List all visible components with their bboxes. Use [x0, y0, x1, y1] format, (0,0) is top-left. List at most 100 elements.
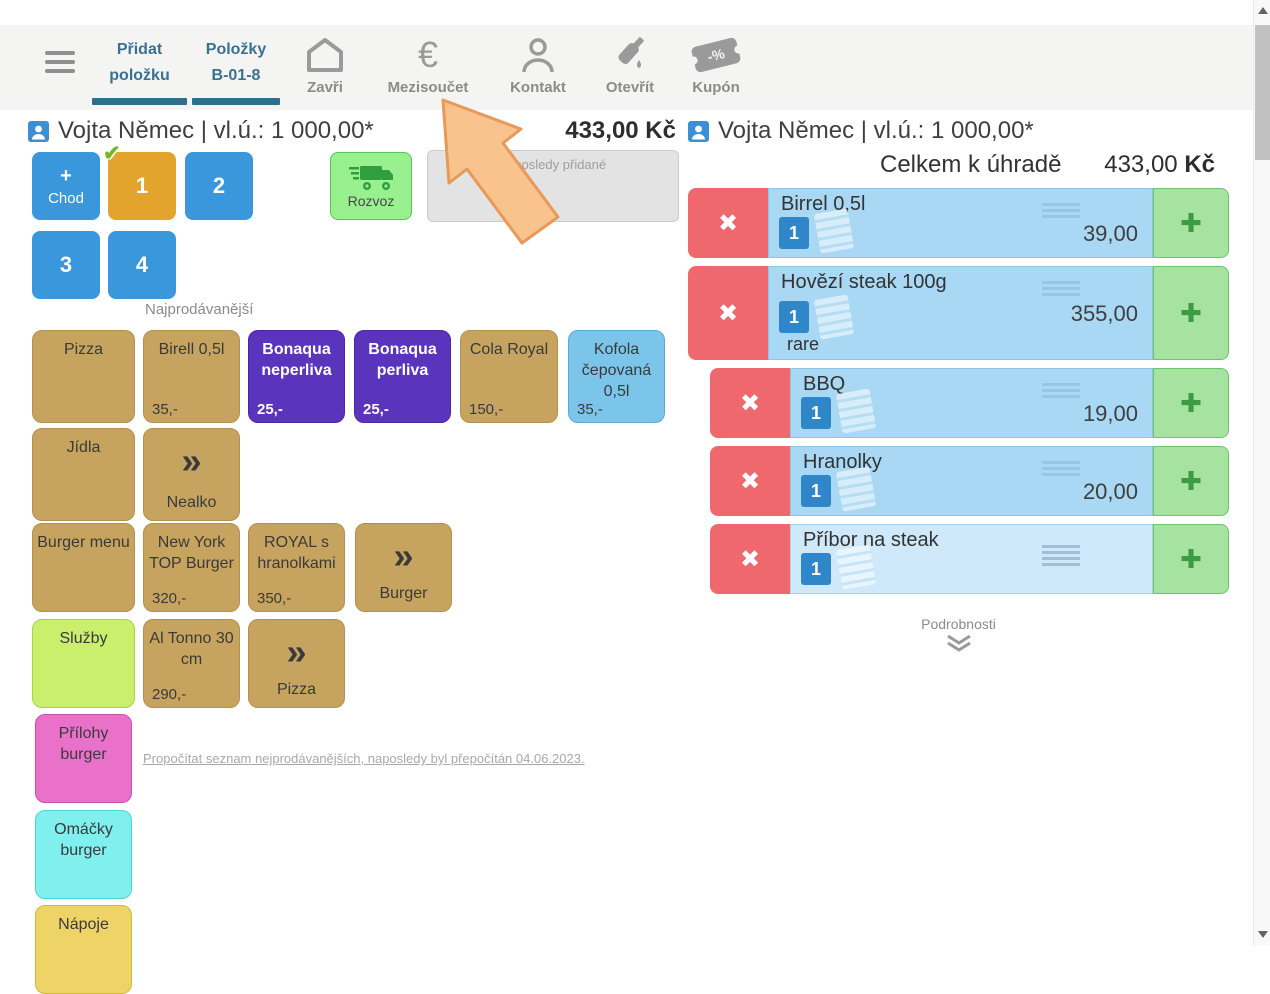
menu-button[interactable] [45, 51, 75, 75]
tab-underline [92, 98, 187, 105]
note-icon [835, 544, 877, 590]
coupon-icon: -% [668, 33, 764, 77]
bottle-icon [582, 33, 678, 77]
toolbar-button-zavri[interactable]: Zavři [277, 33, 373, 96]
category-tile-omacky-burger[interactable]: Omáčky burger [35, 810, 132, 899]
category-tile-pizza[interactable]: » Pizza [248, 619, 345, 708]
product-tile-new-york-top-burger[interactable]: New York TOP Burger 320,- [143, 523, 240, 612]
add-item-button[interactable]: ✚ [1153, 368, 1229, 438]
drag-handle[interactable] [1042, 383, 1080, 398]
recalculate-link[interactable]: Propočítat seznam nejprodávanějších, nap… [143, 751, 585, 766]
toolbar-button-otevrit[interactable]: Otevřít [582, 33, 678, 96]
customer-icon [688, 121, 709, 142]
order-item-row: ✖ BBQ 1 19,00 ✚ [710, 368, 1229, 438]
person-icon [490, 33, 586, 77]
add-item-button[interactable]: ✚ [1153, 188, 1229, 258]
recently-added-button[interactable]: naposledy přidané [427, 150, 679, 222]
add-course-button[interactable]: + Chod [32, 152, 100, 220]
product-tile-pizza[interactable]: Pizza [32, 330, 135, 423]
order-item-row: ✖ Hranolky 1 20,00 ✚ [710, 446, 1229, 516]
item-price: 20,00 [1082, 479, 1138, 504]
check-icon: ✔ [103, 142, 121, 165]
delete-item-button[interactable]: ✖ [688, 266, 768, 360]
close-icon: ✖ [717, 299, 739, 327]
product-tile-birell[interactable]: Birell 0,5l 35,- [143, 330, 240, 423]
close-icon: ✖ [739, 545, 761, 573]
order-item[interactable]: Hranolky 1 20,00 [790, 446, 1153, 516]
delete-item-button[interactable]: ✖ [688, 188, 768, 258]
toolbar-button-mezisoucet[interactable]: € Mezisoučet [380, 33, 476, 97]
drag-handle[interactable] [1042, 281, 1080, 296]
total-due-label: Celkem k úhradě [880, 151, 1062, 178]
note-icon [835, 388, 877, 434]
product-tile-royal-s-hranolkami[interactable]: ROYAL s hranolkami 350,- [248, 523, 345, 612]
quantity-badge: 1 [779, 301, 809, 333]
order-item[interactable]: Hovězí steak 100g 1 355,00 rare [768, 266, 1153, 360]
plus-icon: ✚ [1180, 207, 1202, 238]
order-item-row: ✖ Hovězí steak 100g 1 355,00 rare ✚ [688, 266, 1229, 360]
toolbar-button-kupon[interactable]: -% Kupón [668, 33, 764, 96]
chevron-double-down-icon [946, 634, 971, 652]
product-tile-al-tonno[interactable]: Al Tonno 30 cm 290,- [143, 619, 240, 708]
tab-label: Přidat [116, 41, 163, 58]
total-due-amount: 433,00 Kč [1104, 151, 1215, 178]
tab-label: Položky [205, 41, 267, 58]
category-tile-burger[interactable]: » Burger [355, 523, 452, 612]
plus-icon: + [60, 165, 72, 187]
course-button-2[interactable]: 2 [185, 152, 253, 220]
add-item-button[interactable]: ✚ [1153, 524, 1229, 594]
category-tile-napoje[interactable]: Nápoje [35, 905, 132, 994]
category-tile-prilohy-burger[interactable]: Přílohy burger [35, 714, 132, 803]
scroll-up-arrow[interactable] [1258, 7, 1268, 14]
chevron-right-icon: » [393, 535, 414, 576]
item-price: 355,00 [1070, 301, 1138, 326]
order-item[interactable]: BBQ 1 19,00 [790, 368, 1153, 438]
order-item-row: ✖ Příbor na steak 1 ✚ [710, 524, 1229, 594]
order-item[interactable]: Birrel 0,5l 1 39,00 [768, 188, 1153, 258]
delete-item-button[interactable]: ✖ [710, 368, 790, 438]
order-item[interactable]: Příbor na steak 1 [790, 524, 1153, 594]
category-tile-nealko[interactable]: » Nealko [143, 428, 240, 521]
product-tile-bonaqua-perliva[interactable]: Bonaqua perliva 25,- [354, 330, 451, 423]
truck-icon [348, 164, 394, 192]
product-tile-kofola[interactable]: Kofola čepovaná 0,5l 35,- [568, 330, 665, 423]
scrollbar[interactable] [1253, 0, 1270, 945]
course-button-3[interactable]: 3 [32, 231, 100, 299]
tab-polozky[interactable]: Položky B-01-8 [192, 37, 280, 105]
order-entry-panel: Vojta Němec | vl.ú.: 1 000,00* 433,00 Kč… [28, 115, 679, 994]
drag-handle[interactable] [1042, 461, 1080, 476]
delete-item-button[interactable]: ✖ [710, 524, 790, 594]
plus-icon: ✚ [1180, 387, 1202, 418]
tab-label: položku [109, 67, 170, 84]
scroll-down-arrow[interactable] [1258, 931, 1268, 938]
category-tile-jidla[interactable]: Jídla [32, 428, 135, 521]
plus-icon: ✚ [1180, 465, 1202, 496]
add-item-button[interactable]: ✚ [1153, 266, 1229, 360]
customer-info: Vojta Němec | vl.ú.: 1 000,00* [58, 117, 374, 144]
course-button-4[interactable]: 4 [108, 231, 176, 299]
close-icon: ✖ [739, 467, 761, 495]
scrollbar-thumb[interactable] [1255, 25, 1270, 160]
tab-pridat-polozku[interactable]: Přidat položku [92, 37, 187, 105]
add-item-button[interactable]: ✚ [1153, 446, 1229, 516]
course-button-1[interactable]: ✔ 1 [103, 142, 176, 220]
close-icon: ✖ [739, 389, 761, 417]
delete-item-button[interactable]: ✖ [710, 446, 790, 516]
tab-underline [192, 98, 280, 105]
category-tile-burger-menu[interactable]: Burger menu [32, 523, 135, 612]
customer-info: Vojta Němec | vl.ú.: 1 000,00* [718, 117, 1034, 144]
drag-handle[interactable] [1042, 203, 1080, 218]
drag-handle[interactable] [1042, 545, 1080, 567]
details-toggle[interactable]: Podrobnosti [688, 616, 1229, 652]
product-tile-bonaqua-neperliva[interactable]: Bonaqua neperliva 25,- [248, 330, 345, 423]
house-icon [277, 33, 373, 77]
toolbar-button-kontakt[interactable]: Kontakt [490, 33, 586, 96]
quantity-badge: 1 [801, 397, 831, 429]
item-note: rare [787, 334, 820, 354]
product-tile-cola-royal[interactable]: Cola Royal 150,- [460, 330, 558, 423]
order-summary-panel: Vojta Němec | vl.ú.: 1 000,00* Celkem k … [688, 115, 1229, 945]
category-tile-sluzby[interactable]: Služby [32, 619, 135, 708]
euro-icon: € [417, 34, 439, 75]
quantity-badge: 1 [779, 217, 809, 249]
rozvoz-button[interactable]: Rozvoz [330, 152, 412, 220]
